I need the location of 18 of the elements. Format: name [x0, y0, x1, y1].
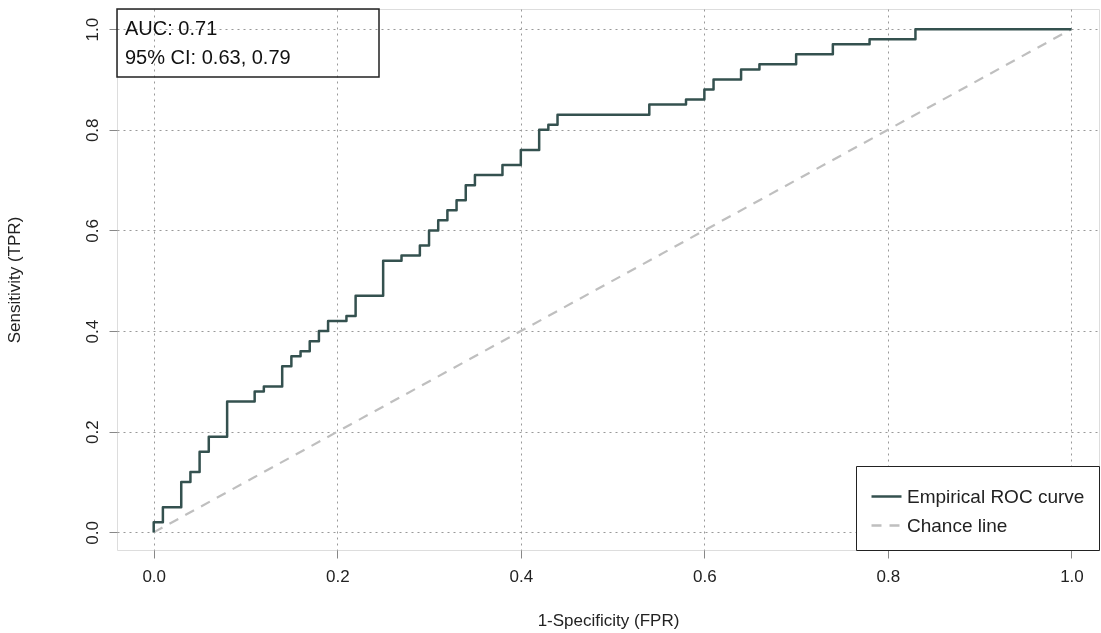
legend-label: Chance line	[907, 514, 1008, 536]
y-tick-label: 0.8	[82, 118, 102, 143]
y-axis-title: Sensitivity (TPR)	[4, 216, 24, 344]
annotation: 95% CI: 0.63, 0.79	[125, 46, 291, 68]
x-tick-label: 0.6	[693, 566, 717, 586]
x-axis-title: 1-Specificity (FPR)	[537, 610, 680, 630]
x-tick-label: 0.8	[876, 566, 901, 586]
x-tick-label: 0.4	[509, 566, 534, 586]
annotation: AUC: 0.71	[125, 17, 218, 39]
y-tick-label: 0.4	[82, 319, 102, 344]
y-tick-label: 0.2	[82, 420, 102, 445]
x-tick-label: 0.2	[325, 566, 350, 586]
x-tick-label: 0.0	[142, 566, 167, 586]
y-tick-label: 0.6	[82, 219, 102, 243]
y-tick-label: 1.0	[82, 17, 102, 42]
legend-label: Empirical ROC curve	[907, 485, 1085, 507]
x-tick-label: 1.0	[1060, 566, 1084, 586]
y-tick-label: 0.0	[82, 521, 102, 545]
